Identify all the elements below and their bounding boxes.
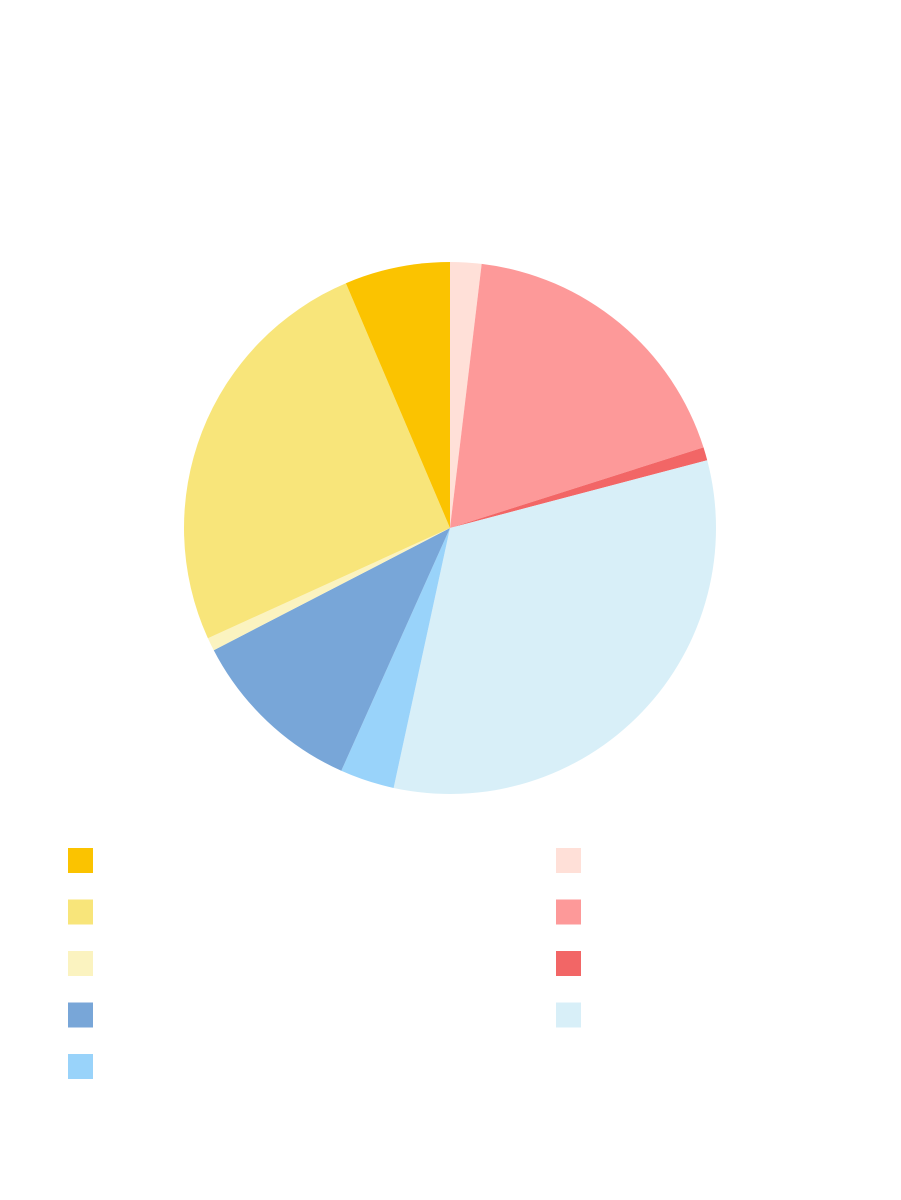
legend-swatch — [556, 899, 581, 925]
pie-slice — [207, 528, 450, 651]
legend-swatch — [68, 951, 93, 976]
legend-swatch — [68, 1054, 93, 1079]
legend-swatch — [68, 848, 93, 873]
legend-swatch — [556, 1002, 581, 1028]
pie-slice — [450, 262, 482, 528]
legend-swatch — [556, 951, 581, 976]
pie-slice — [393, 460, 717, 794]
pie-slice — [213, 528, 450, 771]
legend-swatch — [68, 899, 93, 925]
legend-swatch — [556, 848, 581, 873]
pie-slice — [450, 263, 704, 528]
pie-slice — [345, 262, 450, 528]
pie-slice — [450, 447, 708, 528]
pie-slice — [341, 528, 450, 788]
pie-slice — [183, 283, 450, 639]
legend-swatch — [68, 1002, 93, 1028]
